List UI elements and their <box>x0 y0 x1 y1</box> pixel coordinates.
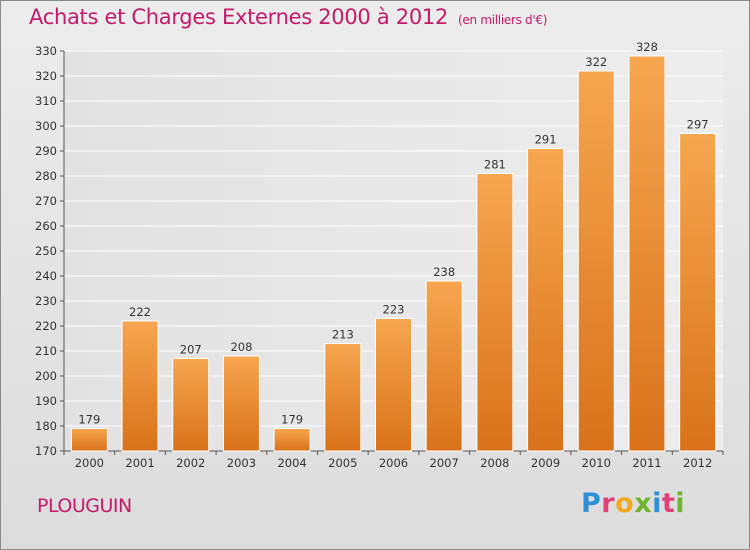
place-name: PLOUGUIN <box>37 495 132 517</box>
x-tick-label: 2004 <box>277 456 306 470</box>
x-tick-label: 2001 <box>125 456 154 470</box>
bar <box>527 148 565 452</box>
x-tick-label: 2009 <box>531 456 560 470</box>
bar-value-label: 238 <box>433 265 455 279</box>
x-tick-label: 2012 <box>683 456 712 470</box>
y-tick-label: 310 <box>35 94 57 108</box>
x-tick-label: 2011 <box>632 456 661 470</box>
chart-unit-text: (en milliers d'€) <box>458 13 548 27</box>
chart-title: Achats et Charges Externes 2000 à 2012 (e… <box>29 5 547 29</box>
y-tick-label: 330 <box>35 44 57 58</box>
bar <box>273 428 311 452</box>
x-tick-label: 2000 <box>75 456 104 470</box>
x-tick-label: 2010 <box>582 456 611 470</box>
y-tick-label: 170 <box>35 444 57 458</box>
y-tick-label: 300 <box>35 119 57 133</box>
brand-logo-letter: r <box>601 488 616 519</box>
y-tick-label: 280 <box>35 169 57 183</box>
x-tick-label: 2007 <box>430 456 459 470</box>
x-tick-label: 2002 <box>176 456 205 470</box>
bar-value-label: 207 <box>180 343 202 357</box>
x-tick-label: 2008 <box>480 456 509 470</box>
bar <box>476 173 514 452</box>
bar-layer <box>70 55 717 452</box>
bar <box>375 318 412 452</box>
bar <box>679 133 717 452</box>
brand-logo-letter: x <box>634 488 653 519</box>
brand-logo-letter: t <box>661 488 676 519</box>
bar <box>172 358 210 452</box>
brand-logo-letter: i <box>675 488 686 519</box>
bar-value-label: 208 <box>230 340 252 354</box>
y-tick-label: 200 <box>35 369 57 383</box>
y-tick-label: 290 <box>35 144 57 158</box>
bar-value-label: 222 <box>129 305 151 319</box>
bar <box>324 343 362 452</box>
bar-value-label: 179 <box>281 413 303 427</box>
bar <box>121 320 159 452</box>
bar-value-label: 322 <box>585 55 607 69</box>
y-tick-label: 190 <box>35 394 57 408</box>
y-tick-label: 210 <box>35 344 57 358</box>
brand-logo-letter: i <box>652 488 662 519</box>
bar-value-label: 281 <box>484 158 506 172</box>
bar-value-label: 297 <box>687 118 709 132</box>
y-tick-label: 180 <box>35 419 57 433</box>
y-tick-label: 220 <box>35 319 57 333</box>
brand-logo-letter: P <box>581 488 602 519</box>
y-tick-label: 320 <box>35 69 57 83</box>
brand-logo-letter: o <box>615 488 635 519</box>
bar-value-label: 213 <box>332 328 354 342</box>
y-tick-label: 250 <box>35 244 57 258</box>
x-tick-label: 2005 <box>328 456 357 470</box>
bar-value-label: 223 <box>383 303 405 317</box>
y-tick-label: 230 <box>35 294 57 308</box>
x-tick-label: 2003 <box>227 456 256 470</box>
bar-value-label: 291 <box>535 133 557 147</box>
bar-value-label: 328 <box>636 40 658 54</box>
bar <box>628 55 666 452</box>
bar-value-label: 179 <box>78 413 100 427</box>
bar <box>222 355 260 452</box>
bar <box>425 280 463 452</box>
y-tick-label: 240 <box>35 269 57 283</box>
bar <box>577 70 615 452</box>
y-tick-label: 260 <box>35 219 57 233</box>
chart-title-text: Achats et Charges Externes 2000 à 2012 <box>29 5 449 29</box>
label-layer: 179 2000 222 2001 207 2002 208 2003 179 2004 213 20… <box>75 40 713 470</box>
y-tick-label: 270 <box>35 194 57 208</box>
bar <box>70 428 108 452</box>
x-tick-label: 2006 <box>379 456 408 470</box>
